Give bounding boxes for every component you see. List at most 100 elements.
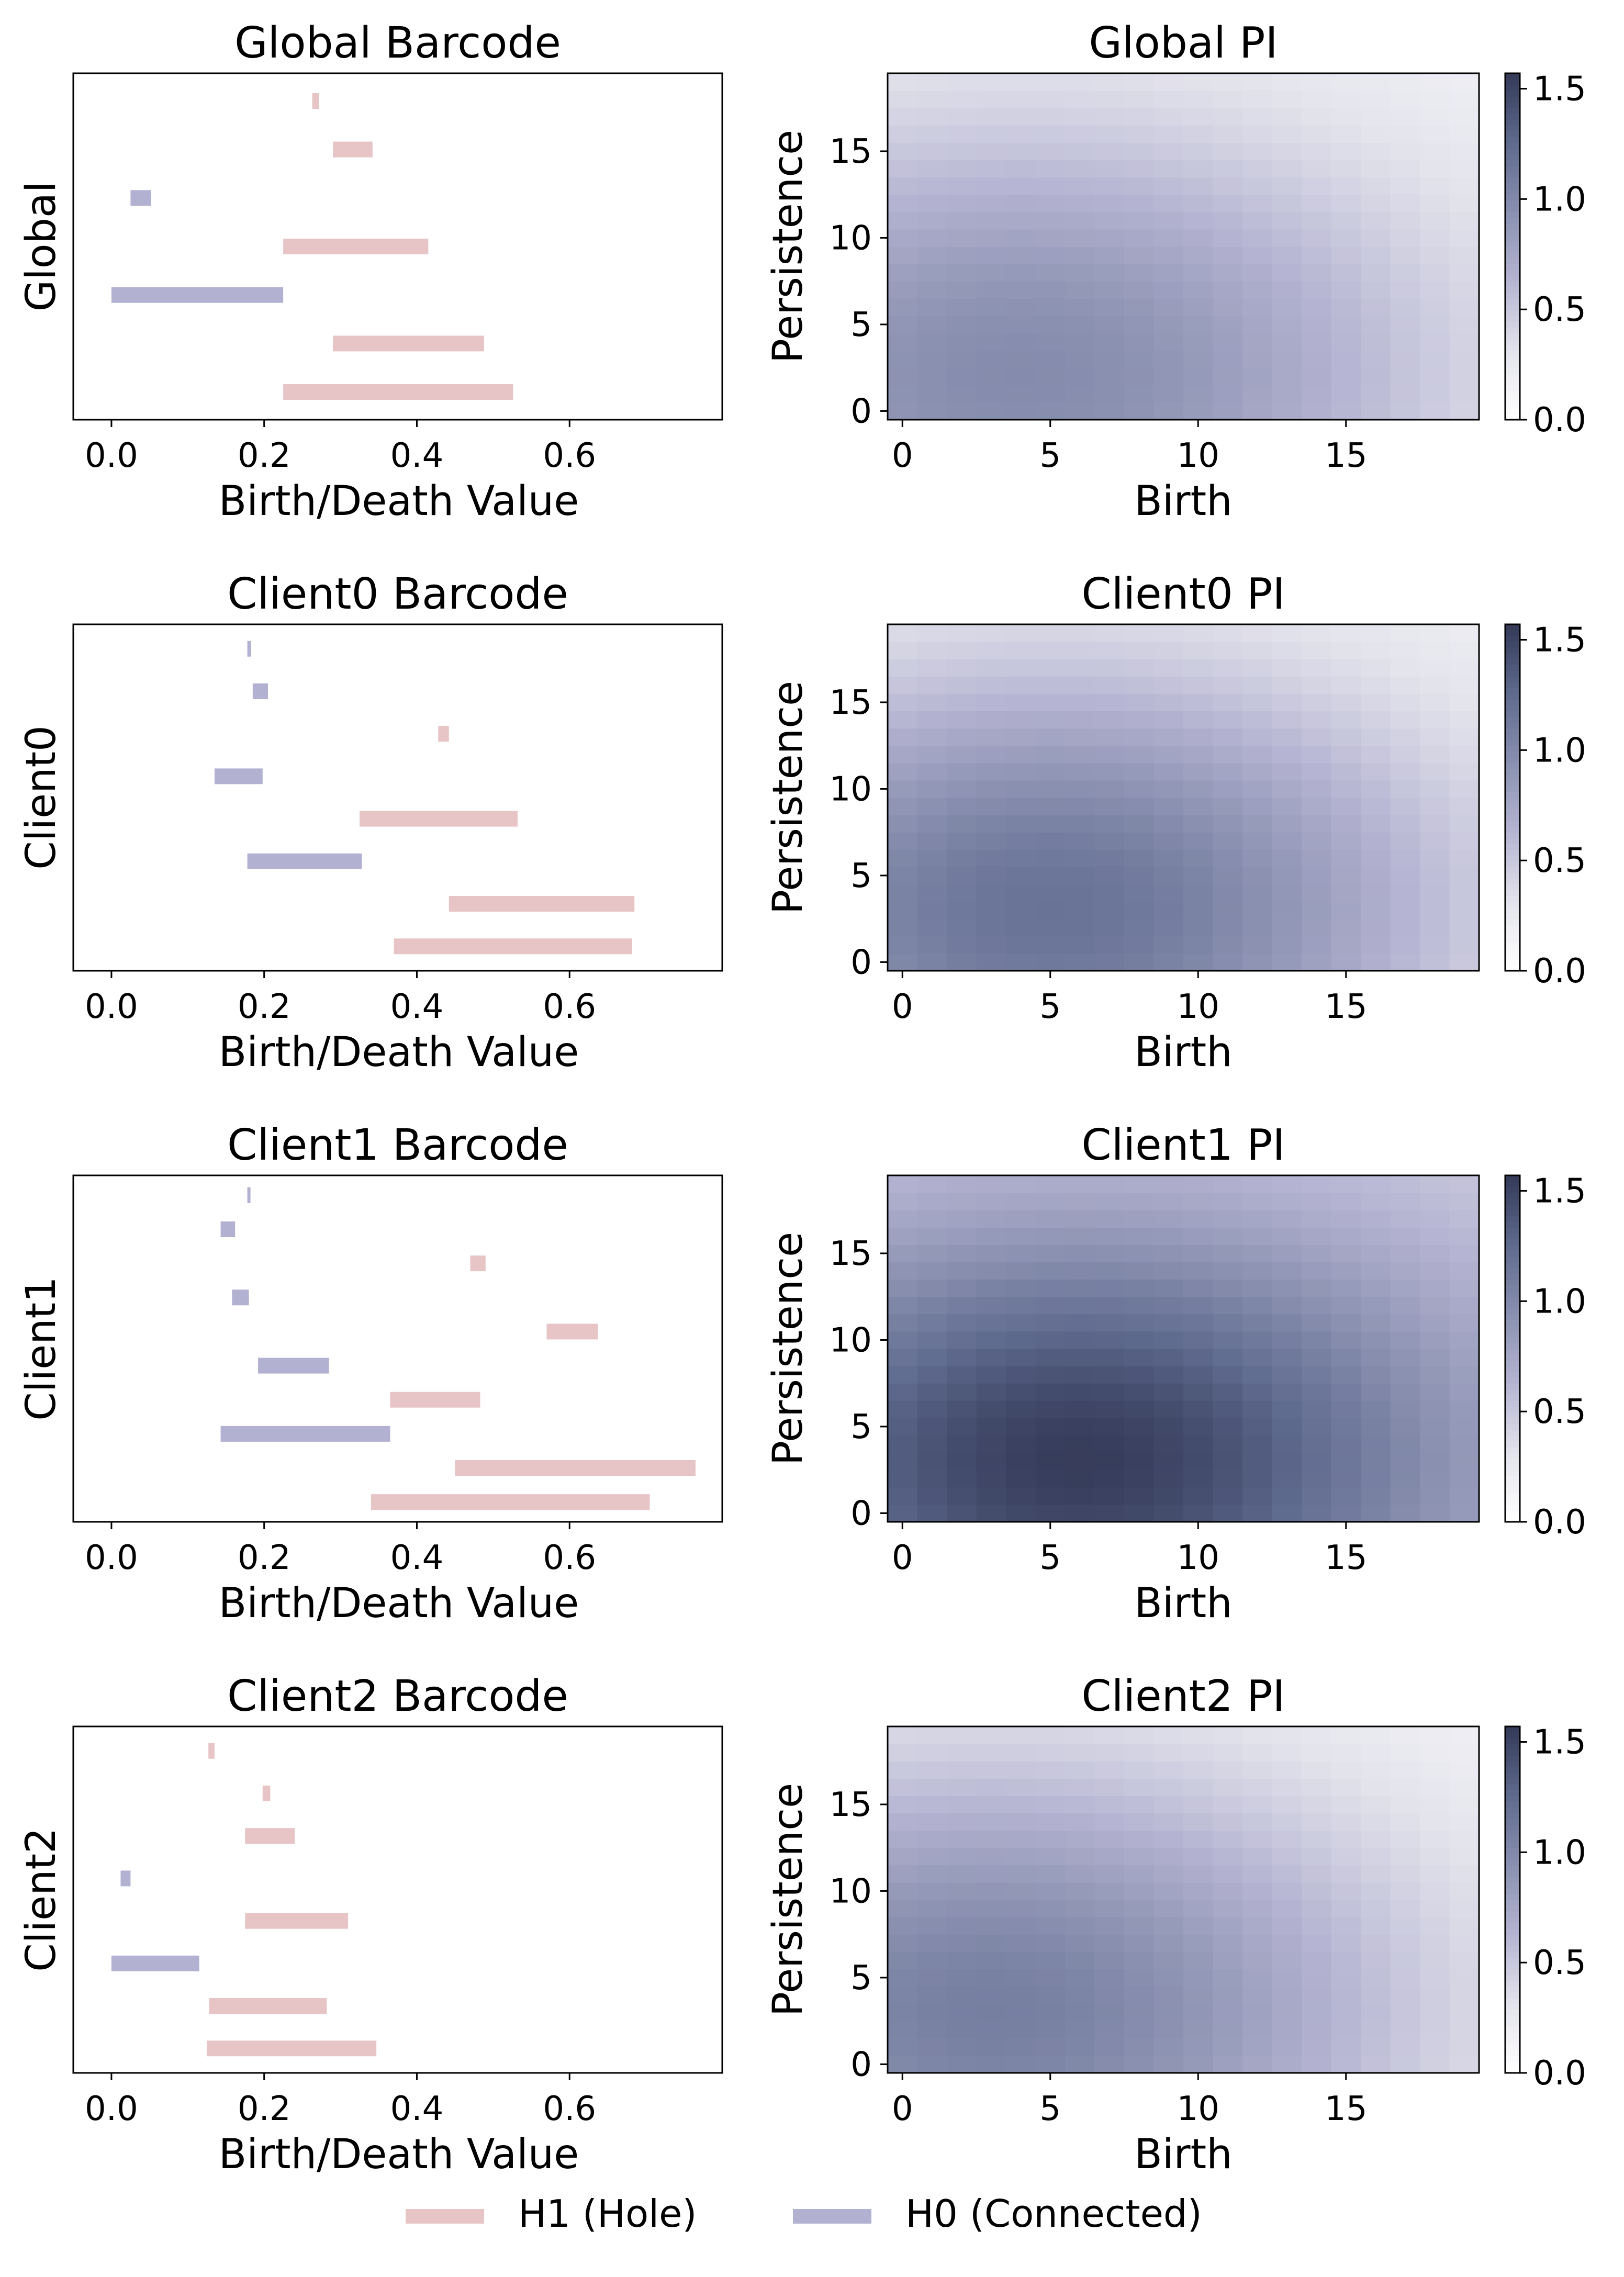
heatmap-cell	[917, 745, 947, 764]
heatmap-cell	[1390, 1865, 1420, 1883]
heatmap-cell	[917, 1418, 947, 1436]
heatmap-cell	[1183, 728, 1214, 746]
heatmap-cell	[1035, 1470, 1066, 1488]
colorbar-segment	[1505, 890, 1520, 896]
heatmap-cell	[1153, 281, 1184, 299]
heatmap-cell	[888, 2055, 918, 2073]
heatmap-cell	[1390, 367, 1420, 386]
y-tick-label: 10	[830, 1872, 872, 1911]
x-tick-label: 0.6	[543, 1539, 596, 1577]
colorbar-segment	[1505, 1847, 1520, 1854]
x-axis-label: Birth/Death Value	[219, 2131, 579, 2178]
heatmap-cell	[1420, 264, 1450, 282]
heatmap-cell	[1449, 91, 1480, 108]
heatmap-cell	[888, 1470, 918, 1488]
heatmap-cell	[976, 624, 1006, 642]
heatmap-cell	[1006, 316, 1036, 334]
heatmap-cell	[1094, 1504, 1125, 1522]
heatmap-cell	[947, 1470, 977, 1488]
heatmap-cell	[1065, 953, 1095, 971]
heatmap-cell	[1006, 125, 1036, 143]
colorbar-segment	[1505, 1470, 1520, 1476]
heatmap-cell	[1124, 953, 1155, 971]
colorbar-segment	[1505, 1273, 1520, 1280]
heatmap-cell	[1361, 194, 1391, 212]
heatmap-cell	[947, 1349, 977, 1366]
barcode-bar	[245, 1828, 295, 1844]
colorbar-segment	[1505, 119, 1520, 126]
heatmap-cell	[1124, 867, 1155, 885]
x-tick-label: 15	[1325, 988, 1367, 1026]
heatmap-cell	[1124, 1778, 1155, 1796]
heatmap-cell	[1094, 936, 1125, 954]
colorbar-segment	[1505, 200, 1520, 207]
heatmap-cell	[1213, 1452, 1243, 1471]
heatmap-cell	[1153, 1969, 1184, 1987]
heatmap-cell	[947, 901, 977, 919]
x-tick-label: 15	[1325, 436, 1367, 475]
heatmap-cell	[1094, 108, 1125, 126]
heatmap-cell	[1153, 125, 1184, 143]
heatmap-cell	[1449, 936, 1480, 954]
heatmap-cell	[1242, 918, 1273, 937]
heatmap-cell	[1213, 281, 1243, 299]
heatmap-cell	[917, 402, 947, 420]
heatmap-cell	[1361, 1452, 1391, 1471]
heatmap-cell	[1242, 125, 1273, 143]
x-tick-label: 0	[892, 2090, 913, 2128]
heatmap-cell	[947, 177, 977, 195]
heatmap-cell	[976, 402, 1006, 420]
heatmap-cell	[1420, 832, 1450, 850]
heatmap-cell	[1183, 642, 1214, 659]
heatmap-cell	[1035, 1813, 1066, 1831]
colorbar-segment	[1505, 293, 1520, 299]
colorbar-segment	[1505, 350, 1520, 357]
barcode-bar	[247, 853, 362, 869]
heatmap-cell	[1153, 676, 1184, 694]
heatmap-cell	[1302, 246, 1332, 264]
heatmap-cell	[1124, 1830, 1155, 1848]
heatmap-cell	[1420, 1882, 1450, 1900]
heatmap-cell	[1183, 884, 1214, 902]
heatmap-cell	[1006, 867, 1036, 885]
heatmap-cell	[1035, 1452, 1066, 1471]
heatmap-cell	[1420, 194, 1450, 212]
heatmap-cell	[1331, 2021, 1361, 2039]
heatmap-cell	[1449, 1865, 1480, 1883]
heatmap-cell	[1006, 1418, 1036, 1436]
heatmap-cell	[1420, 91, 1450, 108]
heatmap-cell	[1449, 867, 1480, 885]
colorbar-segment	[1505, 901, 1520, 908]
colorbar-tick-label: 0.0	[1533, 401, 1586, 440]
heatmap-cell	[1420, 1435, 1450, 1453]
heatmap-cell	[1272, 229, 1302, 247]
heatmap-cell	[947, 350, 977, 368]
heatmap-cell	[888, 1847, 918, 1866]
heatmap-cell	[1035, 1917, 1066, 1935]
heatmap-cell	[1183, 1882, 1214, 1900]
heatmap-cell	[1124, 1366, 1155, 1384]
heatmap-cell	[1183, 142, 1214, 161]
heatmap-cell	[1006, 160, 1036, 178]
heatmap-cell	[1272, 1366, 1302, 1384]
heatmap-cell	[1449, 177, 1480, 195]
heatmap-cell	[1213, 1847, 1243, 1866]
heatmap-cell	[1361, 125, 1391, 143]
heatmap-cell	[1361, 1470, 1391, 1488]
heatmap-cell	[1390, 1744, 1420, 1762]
colorbar-segment	[1505, 1435, 1520, 1442]
colorbar-segment	[1505, 2049, 1520, 2056]
chart-title: Client0 Barcode	[227, 569, 568, 619]
y-tick-label: 0	[850, 392, 872, 431]
heatmap-cell	[1035, 953, 1066, 971]
heatmap-cell	[1124, 1452, 1155, 1471]
colorbar-segment	[1505, 1893, 1520, 1900]
heatmap-cell	[1242, 1744, 1273, 1762]
heatmap-cell	[1213, 1349, 1243, 1366]
heatmap-cell	[976, 1366, 1006, 1384]
heatmap-cell	[1006, 1487, 1036, 1505]
colorbar-segment	[1505, 1830, 1520, 1837]
heatmap-cell	[1331, 316, 1361, 334]
heatmap-cell	[917, 385, 947, 403]
